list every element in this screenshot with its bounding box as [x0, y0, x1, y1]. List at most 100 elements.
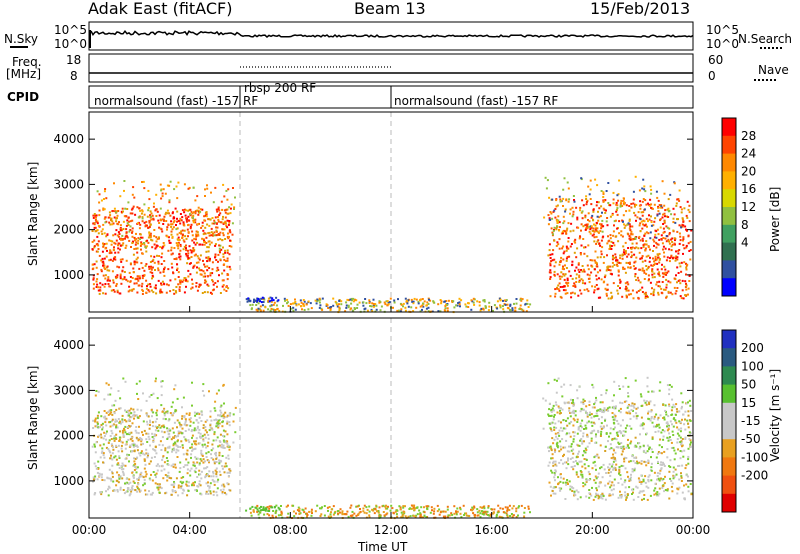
echo-cell — [594, 495, 597, 498]
echo-cell — [153, 435, 156, 438]
echo-cell — [347, 304, 350, 307]
echo-cell — [218, 451, 221, 454]
echo-cell — [100, 436, 103, 439]
echo-cell — [275, 304, 278, 307]
echo-cell — [152, 437, 155, 440]
echo-cell — [597, 494, 600, 497]
echo-cell — [377, 510, 380, 513]
echo-cell — [645, 243, 648, 246]
echo-cell — [142, 290, 144, 293]
echo-cell — [660, 468, 663, 471]
echo-cell — [665, 413, 668, 416]
echo-cell — [215, 454, 217, 457]
echo-cell — [636, 414, 639, 417]
echo-cell — [194, 442, 196, 445]
echo-cell — [640, 257, 643, 260]
echo-cell — [378, 513, 381, 516]
echo-cell — [205, 452, 208, 455]
echo-cell — [549, 402, 551, 405]
echo-cell — [629, 266, 632, 269]
echo-cell — [211, 234, 214, 237]
echo-cell — [275, 504, 278, 507]
echo-cell — [642, 198, 645, 200]
echo-cell — [602, 200, 605, 203]
echo-cell — [612, 428, 615, 431]
echo-cell — [256, 510, 259, 513]
echo-cell — [605, 209, 607, 212]
echo-cell — [599, 444, 602, 447]
echo-cell — [149, 478, 152, 481]
echo-cell — [368, 514, 371, 517]
echo-cell — [510, 513, 513, 515]
echo-cell — [92, 214, 95, 217]
echo-cell — [478, 509, 481, 512]
echo-cell — [602, 427, 605, 430]
echo-cell — [226, 422, 229, 425]
echo-cell — [103, 410, 106, 412]
echo-cell — [193, 411, 196, 414]
echo-cell — [664, 209, 667, 212]
echo-cell — [668, 432, 671, 435]
echo-cell — [641, 490, 644, 493]
echo-cell — [652, 292, 655, 295]
echo-cell — [470, 508, 472, 511]
nave-legend-line — [754, 79, 776, 81]
echo-cell — [356, 505, 359, 508]
echo-cell — [656, 478, 658, 481]
echo-cell — [658, 285, 661, 288]
echo-cell — [116, 490, 119, 493]
echo-cell — [178, 421, 181, 424]
echo-cell — [228, 221, 231, 224]
echo-cell — [638, 235, 641, 238]
echo-cell — [614, 459, 617, 462]
echo-cell — [219, 238, 222, 241]
echo-cell — [116, 291, 119, 294]
echo-cell — [498, 515, 501, 518]
echo-cell — [111, 424, 114, 427]
echo-cell — [440, 302, 443, 305]
echo-cell — [215, 234, 218, 237]
echo-cell — [656, 228, 659, 231]
echo-cell — [211, 222, 214, 225]
echo-cell — [527, 507, 530, 510]
echo-cell — [558, 247, 561, 250]
echo-cell — [95, 286, 98, 288]
echo-cell — [617, 496, 620, 499]
echo-cell — [680, 443, 682, 446]
echo-cell — [487, 505, 490, 508]
echo-cell — [594, 178, 597, 181]
echo-cell — [612, 488, 615, 491]
echo-cell — [596, 240, 599, 243]
echo-cell — [658, 280, 661, 283]
echo-cell — [641, 498, 643, 501]
echo-cell — [593, 460, 596, 463]
echo-cell — [582, 398, 585, 401]
echo-cell — [210, 453, 212, 456]
colorbar-swatch — [722, 242, 736, 261]
echo-cell — [116, 276, 119, 279]
echo-cell — [300, 301, 303, 304]
echo-cell — [682, 252, 684, 255]
echo-cell — [561, 395, 564, 398]
echo-cell — [145, 432, 148, 435]
echo-cell — [128, 230, 131, 233]
echo-cell — [308, 510, 311, 513]
echo-cell — [547, 214, 550, 217]
echo-cell — [226, 235, 229, 238]
echo-cell — [642, 480, 645, 483]
echo-cell — [272, 299, 275, 302]
echo-cell — [225, 286, 228, 288]
echo-cell — [210, 227, 213, 230]
echo-cell — [173, 482, 176, 485]
echo-cell — [581, 279, 584, 282]
echo-cell — [372, 303, 375, 305]
echo-cell — [650, 410, 653, 413]
echo-cell — [658, 204, 661, 206]
echo-cell — [166, 430, 169, 433]
echo-cell — [181, 427, 184, 430]
echo-cell — [177, 219, 180, 222]
echo-cell — [579, 422, 582, 425]
echo-cell — [604, 445, 607, 448]
echo-cell — [101, 473, 103, 476]
echo-cell — [127, 216, 130, 219]
